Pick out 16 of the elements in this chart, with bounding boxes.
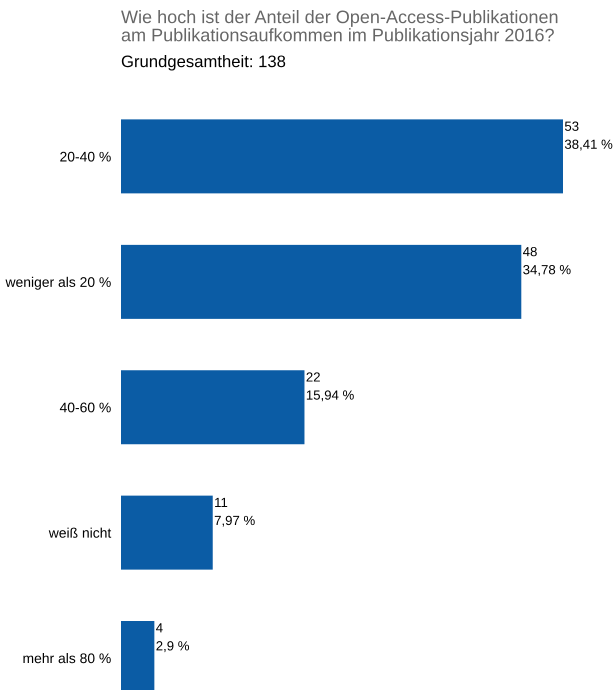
data-label: 48 34,78 % — [522, 246, 571, 276]
y-tick-label: 20-40 % — [60, 152, 111, 162]
y-tick-label: 40-60 % — [60, 402, 111, 412]
chart-title: Wie hoch ist der Anteil der Open-Access-Publikationen am Publikationsaufkommen im Publikationsjahr 2016? — [121, 10, 558, 45]
data-label: 22 15,94 % — [306, 372, 354, 402]
data-label: 11 7,97 % — [214, 498, 255, 527]
y-tick-label: weniger als 20 % — [5, 276, 111, 290]
bar — [121, 496, 213, 570]
bar — [121, 370, 304, 444]
y-tick-label: weiß nicht — [48, 528, 112, 538]
chart-subtitle: Grundgesamtheit: 138 — [122, 55, 286, 71]
data-label: 4 2,9 % — [156, 623, 190, 652]
y-tick-label: mehr als 80 % — [23, 652, 111, 664]
bar — [121, 119, 563, 194]
bar — [121, 244, 522, 319]
data-label: 53 38,41 % — [564, 122, 612, 150]
